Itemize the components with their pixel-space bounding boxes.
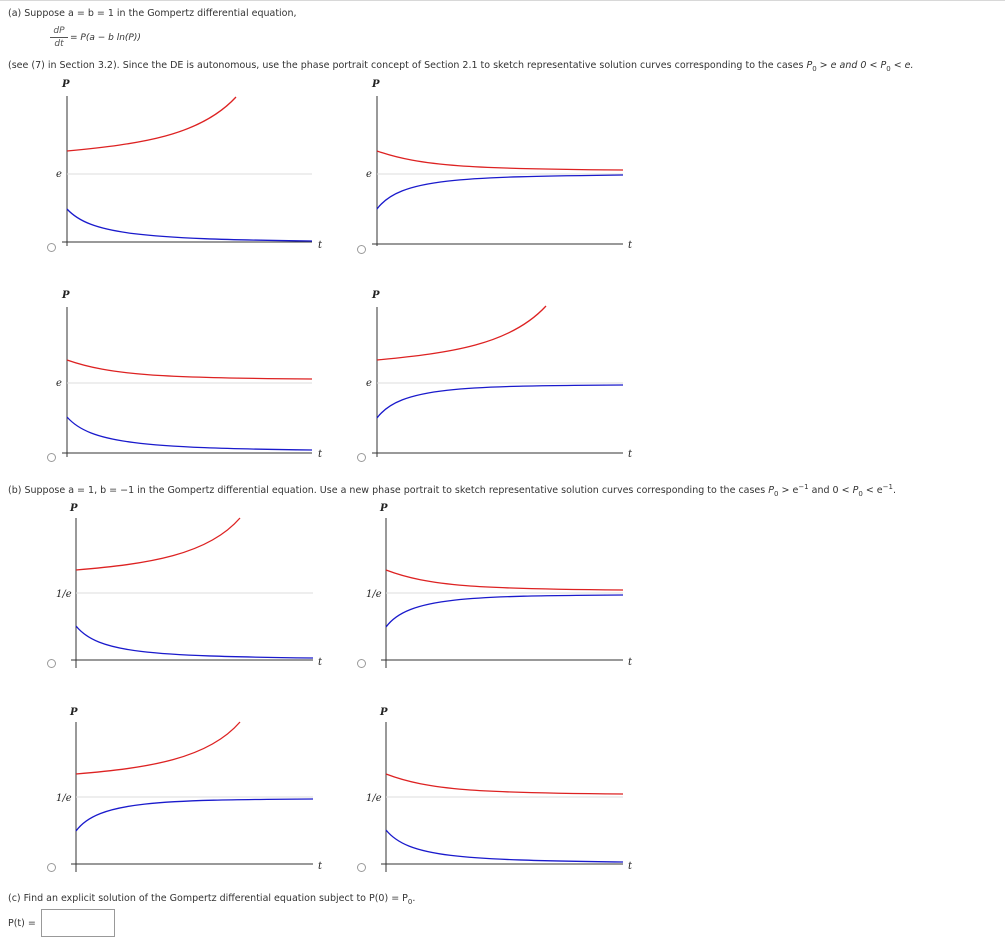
fraction-numerator: dP xyxy=(53,26,65,36)
choice-radio-b3[interactable] xyxy=(47,863,56,872)
equilibrium-label: e xyxy=(366,169,372,180)
graph-a4: P e t xyxy=(366,290,633,460)
b-case1-relation: > e xyxy=(778,485,799,497)
upper-solution-curve xyxy=(385,569,624,591)
equilibrium-label: 1/e xyxy=(56,589,72,600)
case2-relation: < e. xyxy=(890,60,914,71)
case2-base: P xyxy=(880,60,887,71)
choice-radio-a4[interactable] xyxy=(357,453,366,462)
part-c-period: . xyxy=(412,893,416,904)
part-c-description: (c) Find an explicit solution of the Gom… xyxy=(8,893,415,906)
part-b-description: (b) Suppose a = 1, b = −1 in the Gompert… xyxy=(8,483,896,498)
b-period: . xyxy=(893,485,897,497)
x-axis-label: t xyxy=(628,240,633,251)
equation-rhs: = P(a − b ln(P)) xyxy=(70,33,141,43)
y-axis-label: P xyxy=(371,79,380,90)
y-axis-label: P xyxy=(69,503,78,514)
lower-solution-curve xyxy=(66,208,313,242)
graph-a3: P e t xyxy=(56,290,323,460)
x-axis-label: t xyxy=(318,657,323,668)
x-axis-label: t xyxy=(318,240,323,251)
equilibrium-label: 1/e xyxy=(366,793,382,804)
upper-solution-curve xyxy=(75,721,241,775)
graph-a1: P e t xyxy=(56,79,323,251)
fraction-bar xyxy=(50,37,68,38)
y-axis-label: P xyxy=(69,707,78,718)
b-case2-relation: < e xyxy=(862,485,883,497)
lower-solution-curve xyxy=(376,384,624,419)
b-case2-sup: −1 xyxy=(882,483,893,491)
graph-a2: P e t xyxy=(366,79,633,251)
choice-radio-b4[interactable] xyxy=(357,863,366,872)
y-axis-label: P xyxy=(379,707,388,718)
upper-solution-curve xyxy=(66,359,313,380)
x-axis-label: t xyxy=(628,449,633,460)
part-c-sub: 0 xyxy=(407,897,413,906)
case1-sub: 0 xyxy=(812,64,817,73)
x-axis-label: t xyxy=(628,861,633,872)
choice-radio-a1[interactable] xyxy=(47,243,56,252)
part-c-desc-text: (c) Find an explicit solution of the Gom… xyxy=(8,893,408,904)
part-a-description: (see (7) in Section 3.2). Since the DE i… xyxy=(8,60,914,73)
b-case2-sub: 0 xyxy=(858,490,863,499)
upper-solution-curve xyxy=(75,517,241,571)
choice-radio-b1[interactable] xyxy=(47,659,56,668)
b-case1-sub: 0 xyxy=(773,490,779,499)
x-axis-label: t xyxy=(628,657,633,668)
upper-solution-curve xyxy=(66,96,237,152)
graph-b1: P 1/e t xyxy=(56,503,323,668)
b-case1-sup: −1 xyxy=(798,483,809,491)
case1-base: P xyxy=(806,60,813,71)
answer-input[interactable] xyxy=(41,909,115,937)
case1-relation: > e and 0 < xyxy=(816,60,881,71)
part-a-intro: (a) Suppose a = b = 1 in the Gompertz di… xyxy=(8,8,297,19)
b-case2-base: P xyxy=(852,485,859,497)
choice-radio-a3[interactable] xyxy=(47,453,56,462)
b-case1-base: P xyxy=(768,485,774,497)
top-divider xyxy=(0,0,1005,1)
x-axis-label: t xyxy=(318,449,323,460)
lower-solution-curve xyxy=(75,625,314,659)
equilibrium-label: 1/e xyxy=(366,589,382,600)
y-axis-label: P xyxy=(61,290,70,301)
derivative-fraction: dP dt xyxy=(50,26,68,49)
lower-solution-curve xyxy=(385,829,624,863)
part-b-desc-text: (b) Suppose a = 1, b = −1 in the Gompert… xyxy=(8,485,769,497)
equilibrium-label: e xyxy=(366,378,372,389)
lower-solution-curve xyxy=(376,174,624,210)
y-axis-label: P xyxy=(61,79,70,90)
y-axis-label: P xyxy=(379,503,388,514)
lower-solution-curve xyxy=(75,798,314,832)
y-axis-label: P xyxy=(371,290,380,301)
case2-sub: 0 xyxy=(886,64,891,73)
x-axis-label: t xyxy=(318,861,323,872)
part-a-desc-text: (see (7) in Section 3.2). Since the DE i… xyxy=(8,60,807,71)
graph-b3: P 1/e t xyxy=(56,707,323,872)
equilibrium-label: e xyxy=(56,378,62,389)
upper-solution-curve xyxy=(376,150,624,171)
choice-radio-b2[interactable] xyxy=(357,659,366,668)
answer-label: P(t) = xyxy=(8,918,36,929)
upper-solution-curve xyxy=(376,305,547,361)
graph-b2: P 1/e t xyxy=(366,503,633,668)
equilibrium-label: e xyxy=(56,169,62,180)
fraction-denominator: dt xyxy=(54,39,64,49)
equilibrium-label: 1/e xyxy=(56,793,72,804)
lower-solution-curve xyxy=(66,416,313,451)
upper-solution-curve xyxy=(385,773,624,795)
graph-b4: P 1/e t xyxy=(366,707,633,872)
lower-solution-curve xyxy=(385,594,624,628)
choice-radio-a2[interactable] xyxy=(357,245,366,254)
b-and: and 0 < xyxy=(808,485,853,497)
